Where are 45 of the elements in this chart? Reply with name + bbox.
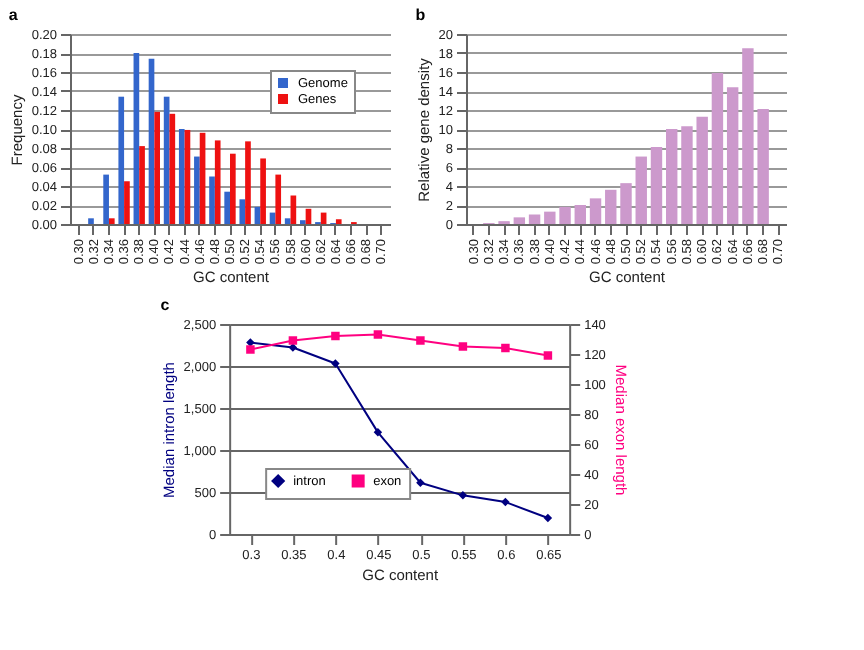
bar: [88, 218, 94, 224]
bar: [245, 141, 251, 224]
point: [416, 336, 425, 345]
bar: [178, 129, 185, 224]
bar: [711, 72, 724, 224]
bar: [118, 96, 125, 224]
text: a: [8, 6, 19, 24]
bar: [103, 174, 109, 224]
bar: [605, 189, 617, 224]
bar: [650, 147, 663, 224]
bar: [589, 198, 602, 224]
bar: [239, 199, 246, 224]
point: [246, 338, 255, 347]
bar: [139, 146, 145, 224]
point: [416, 478, 425, 487]
bar: [620, 183, 632, 224]
bar: [574, 205, 586, 224]
bar: [513, 217, 526, 224]
point: [373, 330, 383, 339]
bar: [260, 158, 266, 224]
bar: [124, 181, 130, 224]
bar: [169, 113, 176, 224]
point: [458, 342, 468, 351]
bar: [726, 87, 739, 224]
bar: [108, 218, 115, 224]
bar: [528, 214, 541, 224]
bar: [224, 191, 230, 224]
text: b: [415, 6, 426, 24]
point: [543, 351, 553, 360]
bar: [666, 129, 678, 224]
point: [331, 359, 340, 368]
text: c: [160, 296, 171, 314]
bar: [209, 176, 215, 224]
point: [543, 513, 553, 523]
bar: [230, 153, 236, 224]
point: [288, 336, 298, 345]
point: [331, 331, 340, 341]
bar: [194, 156, 200, 224]
bar: [284, 218, 291, 224]
point: [501, 343, 510, 353]
bar: [214, 140, 221, 224]
bar: [154, 111, 161, 224]
bar: [635, 156, 647, 224]
point: [246, 345, 255, 354]
bar: [275, 174, 282, 224]
